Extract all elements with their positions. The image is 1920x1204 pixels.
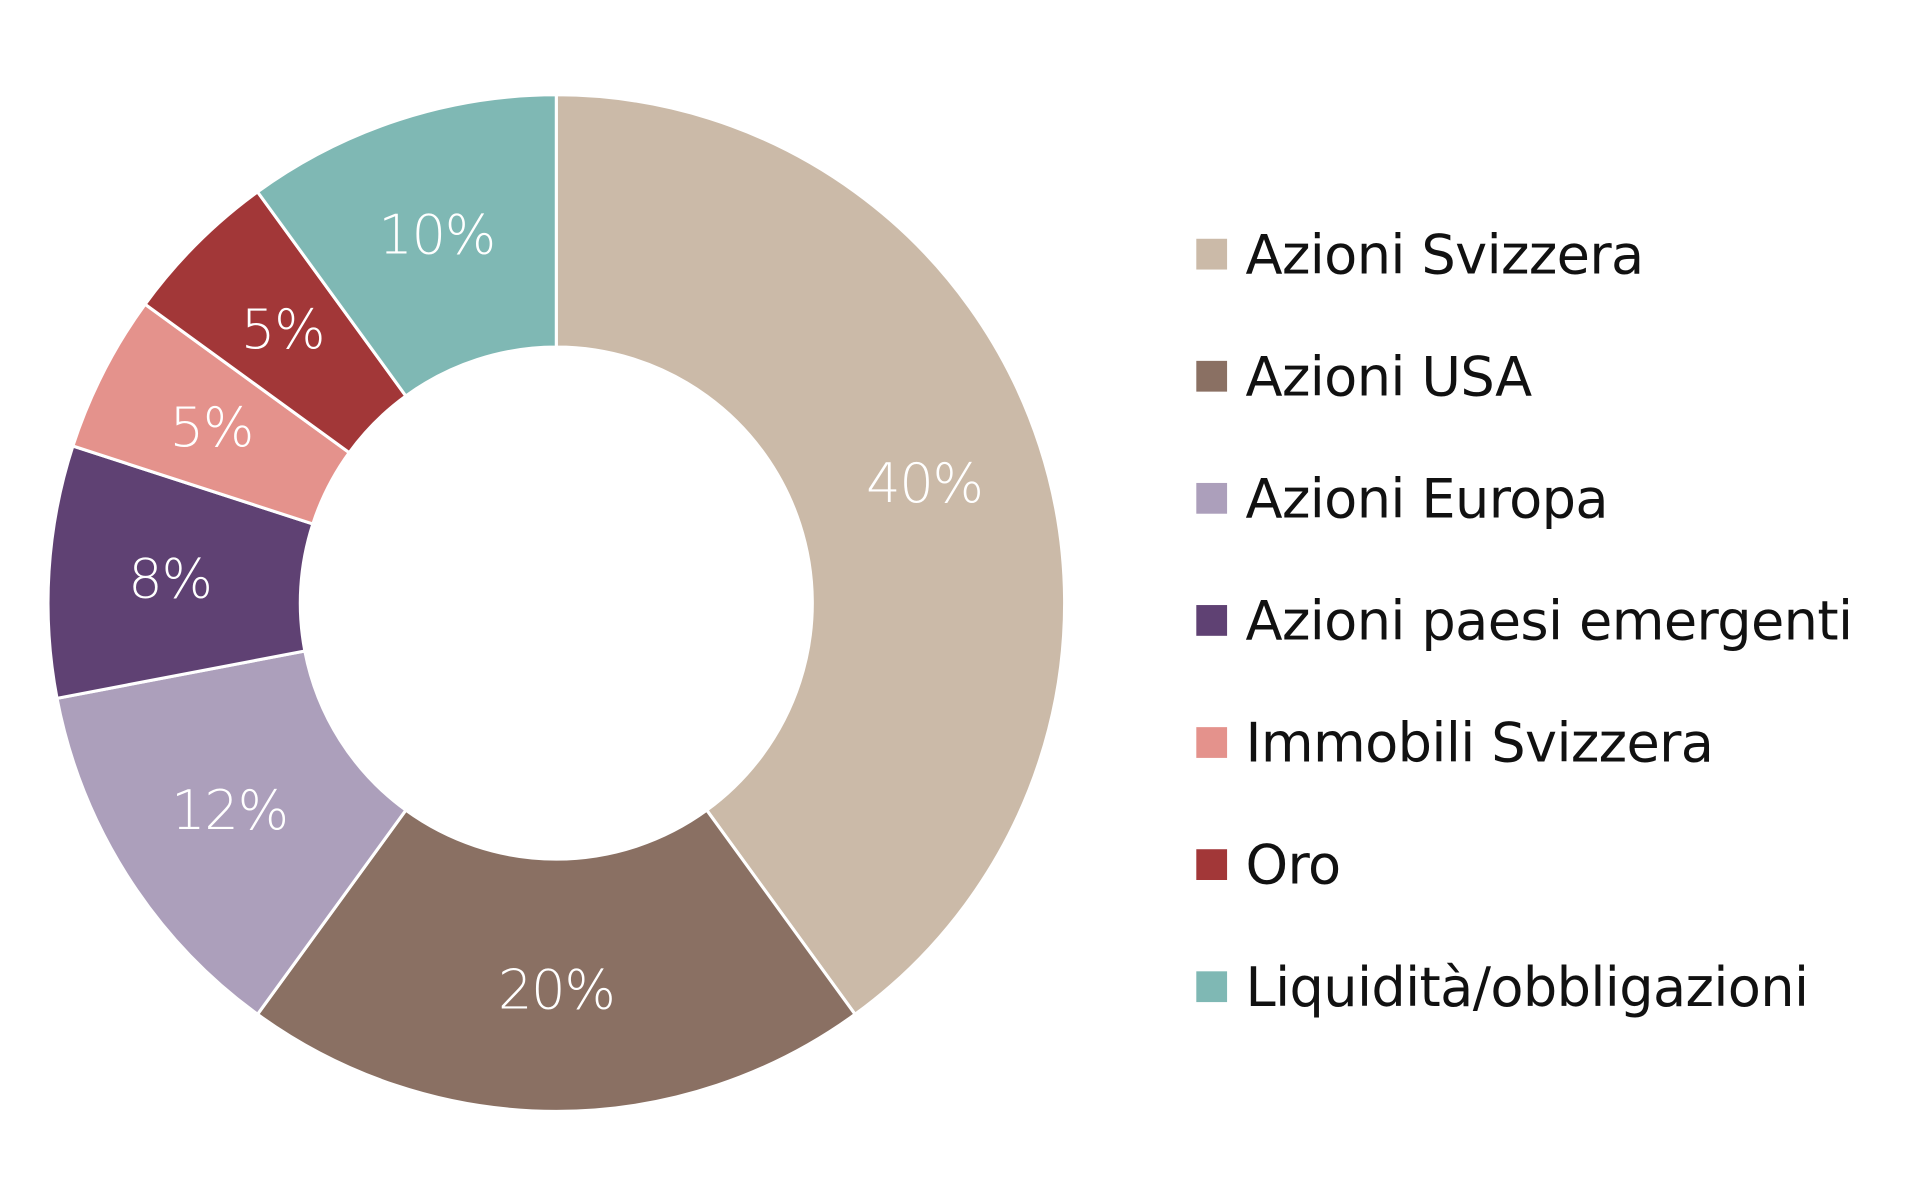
donut-slice-azioni-europa bbox=[55, 649, 408, 1017]
legend-swatch-icon bbox=[1196, 605, 1228, 636]
legend-swatch-icon bbox=[1196, 727, 1228, 758]
donut-slice-azioni-usa bbox=[255, 808, 858, 1113]
legend-swatch-icon bbox=[1196, 482, 1228, 514]
legend-label: Immobili Svizzera bbox=[1246, 712, 1714, 775]
legend-label: Azioni Svizzera bbox=[1246, 223, 1644, 286]
slice-label-azioni-usa: 20% bbox=[498, 959, 615, 1022]
legend-swatch-icon bbox=[1196, 360, 1228, 392]
slice-label-liquidit-obbligazioni: 10% bbox=[378, 203, 495, 266]
slice-label-immobili-svizzera: 5% bbox=[170, 396, 253, 459]
legend-label: Oro bbox=[1246, 834, 1341, 897]
slice-label-oro: 5% bbox=[241, 298, 324, 361]
donut-slices bbox=[46, 93, 1067, 1113]
chart-legend: Azioni Svizzera Azioni USA Azioni Europa Az… bbox=[1196, 223, 1853, 1019]
legend-item-immobili-svizzera: Immobili Svizzera bbox=[1196, 712, 1714, 775]
legend-label: Azioni USA bbox=[1246, 345, 1533, 408]
slice-label-azioni-svizzera: 40% bbox=[866, 452, 983, 515]
legend-swatch-icon bbox=[1196, 971, 1228, 1003]
legend-label: Liquidità/obbligazioni bbox=[1246, 956, 1809, 1019]
legend-item-azioni-svizzera: Azioni Svizzera bbox=[1196, 223, 1644, 286]
legend-item-azioni-paesi-emergenti: Azioni paesi emergenti bbox=[1196, 590, 1853, 653]
legend-swatch-icon bbox=[1196, 238, 1228, 270]
slice-value-labels: 40% 20% 12% 8% 5% 5% 10% bbox=[128, 203, 984, 1022]
slice-label-azioni-europa: 12% bbox=[171, 779, 288, 842]
legend-item-oro: Oro bbox=[1196, 834, 1341, 897]
slice-label-azioni-paesi-emergenti: 8% bbox=[128, 547, 211, 610]
legend-swatch-icon bbox=[1196, 849, 1228, 880]
legend-label: Azioni Europa bbox=[1246, 467, 1608, 530]
donut-slice-liquidit-obbligazioni bbox=[255, 93, 558, 399]
donut-slice-azioni-svizzera bbox=[554, 93, 1067, 1017]
legend-item-azioni-usa: Azioni USA bbox=[1196, 345, 1533, 408]
legend-label: Azioni paesi emergenti bbox=[1246, 590, 1853, 653]
legend-item-azioni-europa: Azioni Europa bbox=[1196, 467, 1609, 530]
legend-item-liquidit-obbligazioni: Liquidità/obbligazioni bbox=[1196, 956, 1809, 1019]
